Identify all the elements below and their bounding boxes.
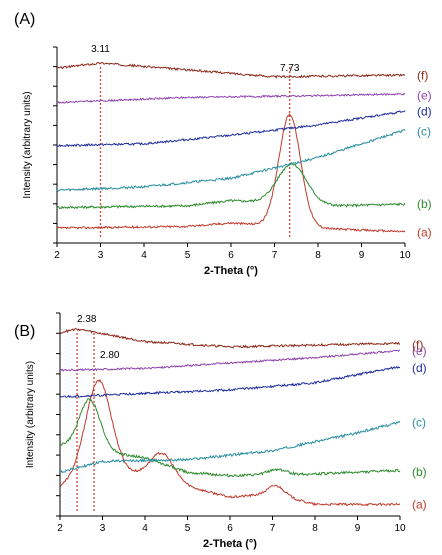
- x-tick-label: 5: [185, 250, 191, 261]
- x-tick-label: 10: [394, 523, 406, 534]
- series-label-d: (d): [417, 105, 432, 119]
- x-tick-label: 7: [270, 523, 276, 534]
- series-label-c: (c): [412, 415, 426, 429]
- x-tick-label: 4: [142, 523, 148, 534]
- x-axis-title: 2-Theta (°): [203, 538, 257, 550]
- series-line-c: [56, 128, 406, 193]
- x-tick-label: 8: [315, 250, 321, 261]
- series-line-b: [59, 398, 401, 478]
- x-tick-label: 3: [100, 523, 106, 534]
- x-axis-title: 2-Theta (°): [204, 265, 258, 277]
- x-tick-label: 2: [54, 250, 60, 261]
- series-line-f: [56, 61, 406, 79]
- series-line-b: [56, 161, 406, 210]
- series-label-a: (a): [417, 226, 432, 240]
- reference-line-label: 7.73: [280, 63, 300, 74]
- x-tick-label: 6: [227, 523, 233, 534]
- x-tick-label: 8: [312, 523, 318, 534]
- series-label-a: (a): [412, 498, 427, 512]
- series-label-b: (b): [417, 197, 432, 211]
- y-axis-title: Intensity (arbitrary units): [25, 361, 36, 468]
- series-label-c: (c): [417, 124, 431, 138]
- x-tick-label: 7: [272, 250, 278, 261]
- series-line-a: [56, 113, 406, 233]
- x-tick-label: 9: [355, 523, 361, 534]
- series-line-c: [59, 420, 401, 474]
- series-label-e: (e): [412, 344, 427, 358]
- panel-label: (B): [14, 323, 35, 340]
- series-line-a: [59, 378, 401, 507]
- x-tick-label: 2: [57, 523, 63, 534]
- x-tick-label: 10: [399, 250, 411, 261]
- x-tick-label: 3: [98, 250, 104, 261]
- series-line-f: [59, 327, 401, 349]
- y-axis-title: Intensity (arbitrary units): [22, 91, 33, 198]
- series-label-f: (f): [417, 69, 428, 83]
- panel-label: (A): [14, 11, 35, 28]
- x-tick-label: 9: [359, 250, 365, 261]
- x-tick-label: 4: [141, 250, 147, 261]
- reference-line-label: 2.80: [100, 350, 120, 361]
- series-line-d: [56, 110, 406, 148]
- series-label-e: (e): [417, 88, 432, 102]
- series-label-b: (b): [412, 465, 427, 479]
- series-line-e: [56, 92, 406, 104]
- series-label-d: (d): [412, 361, 427, 375]
- reference-line-label: 2.38: [77, 314, 97, 325]
- reference-line-label: 3.11: [91, 44, 110, 55]
- series-line-d: [59, 365, 401, 399]
- x-tick-label: 5: [185, 523, 191, 534]
- x-tick-label: 6: [228, 250, 234, 261]
- series-label-f: (f): [412, 338, 423, 352]
- series-line-e: [59, 349, 401, 372]
